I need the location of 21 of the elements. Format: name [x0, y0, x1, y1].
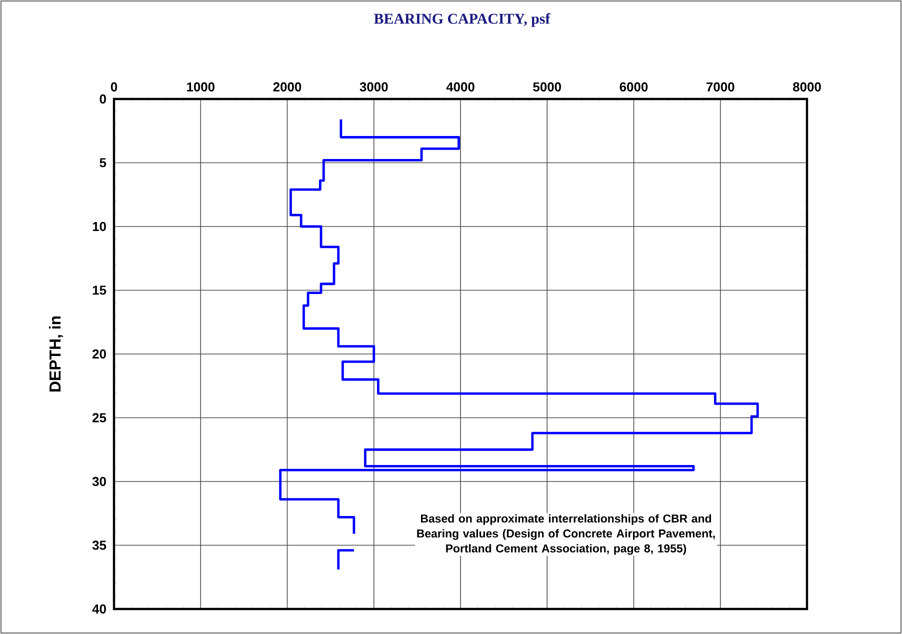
annotation: Based on approximate interrelationships of CBR and Bearing values (Design of Concrete Airport Pavement, Portland Cement Association, page 8, 1955)	[417, 514, 715, 555]
y-tick-label: 40	[92, 604, 106, 614]
x-tick-label: 4000	[446, 82, 474, 92]
y-tick-label: 20	[92, 349, 106, 359]
x-tick-label: 8000	[793, 82, 821, 92]
y-tick-label: 10	[92, 222, 106, 232]
y-tick-label: 35	[92, 540, 106, 550]
x-tick-label: 1000	[187, 82, 214, 92]
chart-title: BEARING CAPACITY, psf	[374, 13, 550, 27]
y-tick-label: 15	[92, 286, 106, 295]
x-tick-label: 7000	[706, 82, 734, 92]
x-tick-label: 5000	[533, 82, 561, 92]
y-tick-label: 5	[100, 158, 106, 168]
x-tick-label: 2000	[273, 82, 302, 92]
y-tick-label: 30	[92, 476, 106, 486]
y-axis-title: DEPTH, in	[49, 316, 64, 392]
x-tick-label: 0	[110, 82, 118, 92]
x-tick-label: 3000	[360, 82, 388, 92]
y-tick-label: 0	[100, 94, 106, 104]
y-tick-label: 25	[92, 413, 106, 422]
x-tick-label: 6000	[620, 82, 648, 92]
